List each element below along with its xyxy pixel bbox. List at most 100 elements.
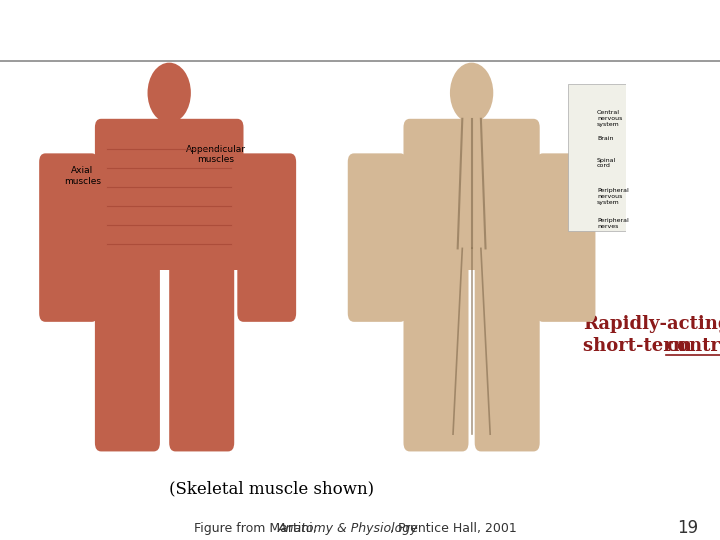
Bar bbox=[0, 61, 720, 62]
Bar bbox=[0, 60, 720, 62]
Bar bbox=[0, 60, 720, 62]
Bar bbox=[0, 60, 720, 62]
Bar bbox=[0, 61, 720, 62]
Bar bbox=[0, 60, 720, 62]
Bar bbox=[0, 60, 720, 62]
Bar bbox=[0, 60, 720, 62]
Bar bbox=[0, 60, 720, 62]
Bar bbox=[0, 60, 720, 62]
Text: Brain: Brain bbox=[597, 136, 613, 141]
FancyBboxPatch shape bbox=[95, 244, 160, 451]
Bar bbox=[0, 60, 720, 62]
Bar bbox=[0, 61, 720, 62]
Bar bbox=[0, 60, 720, 62]
Bar bbox=[0, 60, 720, 62]
Text: Appendicular
muscles: Appendicular muscles bbox=[186, 145, 246, 164]
Bar bbox=[0, 60, 720, 62]
Bar bbox=[0, 61, 720, 62]
Bar bbox=[0, 60, 720, 62]
Bar bbox=[0, 60, 720, 62]
Text: Rapidly-acting,: Rapidly-acting, bbox=[583, 315, 720, 333]
FancyBboxPatch shape bbox=[39, 153, 98, 322]
Text: Figure from Martini,: Figure from Martini, bbox=[194, 522, 321, 535]
Bar bbox=[0, 60, 720, 62]
Bar bbox=[0, 60, 720, 62]
Bar bbox=[0, 60, 720, 62]
Bar bbox=[0, 60, 720, 62]
Bar bbox=[0, 60, 720, 62]
Bar bbox=[0, 61, 720, 62]
Bar bbox=[0, 60, 720, 62]
Bar bbox=[0, 60, 720, 62]
Bar bbox=[0, 61, 720, 62]
Bar bbox=[0, 60, 720, 62]
Bar bbox=[0, 61, 720, 62]
Bar bbox=[0, 60, 720, 62]
Bar bbox=[0, 61, 720, 62]
Bar bbox=[0, 61, 720, 62]
Bar bbox=[0, 60, 720, 62]
Bar bbox=[0, 60, 720, 62]
Bar bbox=[0, 60, 720, 62]
Bar bbox=[0, 61, 720, 62]
Bar bbox=[0, 60, 720, 62]
Bar bbox=[0, 60, 720, 62]
Bar bbox=[0, 61, 720, 62]
Bar bbox=[0, 60, 720, 62]
Bar bbox=[0, 60, 720, 62]
Bar bbox=[0, 61, 720, 62]
Bar bbox=[0, 60, 720, 62]
Bar bbox=[0, 60, 720, 62]
Bar bbox=[0, 60, 720, 62]
Bar bbox=[0, 61, 720, 62]
Bar bbox=[0, 61, 720, 62]
Bar bbox=[0, 61, 720, 62]
FancyBboxPatch shape bbox=[169, 244, 234, 451]
Bar bbox=[0, 61, 720, 62]
Bar bbox=[0, 60, 720, 62]
Bar bbox=[0, 60, 720, 62]
Bar bbox=[0, 60, 720, 62]
Bar bbox=[0, 60, 720, 62]
Bar bbox=[0, 60, 720, 62]
Bar bbox=[0, 61, 720, 62]
Bar bbox=[0, 61, 720, 62]
Bar bbox=[0, 60, 720, 62]
Text: short-term: short-term bbox=[583, 336, 698, 355]
Bar bbox=[0, 61, 720, 62]
Bar bbox=[0, 61, 720, 62]
Bar bbox=[0, 60, 720, 62]
Bar bbox=[0, 61, 720, 62]
Bar bbox=[0, 60, 720, 62]
Bar bbox=[0, 61, 720, 62]
Text: (Skeletal muscle shown): (Skeletal muscle shown) bbox=[169, 480, 374, 497]
FancyBboxPatch shape bbox=[403, 244, 469, 451]
FancyBboxPatch shape bbox=[348, 153, 407, 322]
Bar bbox=[0, 60, 720, 62]
Bar bbox=[0, 60, 720, 62]
Bar bbox=[0, 60, 720, 62]
FancyBboxPatch shape bbox=[536, 153, 595, 322]
Bar bbox=[0, 60, 720, 62]
Text: Peripheral
nervous
system: Peripheral nervous system bbox=[597, 188, 629, 205]
Bar bbox=[0, 60, 720, 62]
Bar bbox=[0, 60, 720, 62]
Bar bbox=[0, 60, 720, 62]
Text: Spinal
cord: Spinal cord bbox=[597, 158, 616, 168]
Bar bbox=[0, 60, 720, 62]
Bar bbox=[0, 60, 720, 62]
Text: Axial
muscles: Axial muscles bbox=[64, 166, 101, 186]
Text: , Prentice Hall, 2001: , Prentice Hall, 2001 bbox=[390, 522, 517, 535]
Bar bbox=[0, 60, 720, 62]
Bar bbox=[0, 61, 720, 62]
Bar bbox=[0, 60, 720, 62]
Bar bbox=[0, 60, 720, 62]
Bar bbox=[0, 60, 720, 62]
Text: Central
nervous
system: Central nervous system bbox=[597, 110, 622, 127]
Bar bbox=[0, 60, 720, 62]
FancyBboxPatch shape bbox=[474, 244, 540, 451]
Bar bbox=[0, 61, 720, 62]
Circle shape bbox=[148, 63, 191, 123]
Bar bbox=[0, 61, 720, 62]
Bar bbox=[0, 60, 720, 62]
